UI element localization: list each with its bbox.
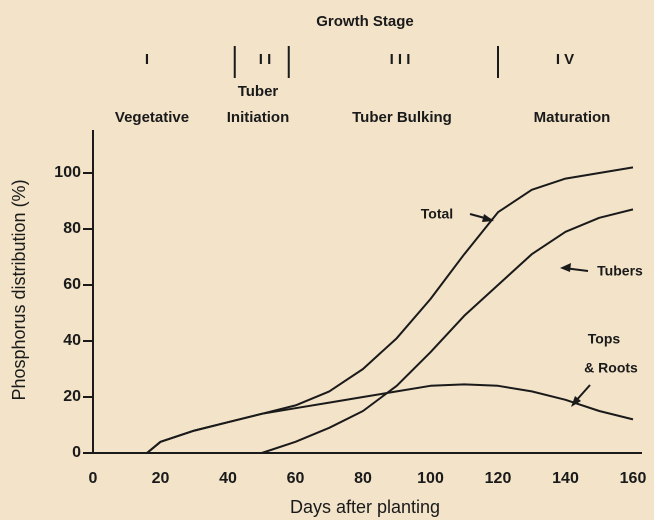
x-tick-label: 120	[485, 470, 512, 487]
x-tick-label: 160	[620, 470, 647, 487]
arrow-head	[482, 214, 494, 222]
stage-name: Tuber Bulking	[352, 109, 452, 126]
y-axis-label: Phosphorus distribution (%)	[9, 179, 29, 400]
annotation: Tops	[588, 331, 621, 347]
x-tick-label: 60	[287, 470, 305, 487]
annotation: & Roots	[584, 360, 638, 376]
stage-numeral: I I I	[390, 51, 411, 68]
stage-numeral: I I	[259, 51, 272, 68]
series-line	[146, 383, 634, 454]
stage-numeral: I V	[556, 51, 574, 68]
annotation: Total	[421, 206, 453, 222]
series-line	[261, 208, 634, 454]
x-tick-label: 140	[552, 470, 579, 487]
x-tick-label: 100	[417, 470, 444, 487]
y-tick-label: 20	[63, 388, 81, 405]
x-tick-label: 40	[219, 470, 237, 487]
y-tick-label: 80	[63, 220, 81, 237]
stage-name: Initiation	[227, 109, 290, 126]
x-axis-label: Days after planting	[290, 497, 440, 517]
y-tick-label: 60	[63, 276, 81, 293]
x-tick-label: 0	[89, 470, 98, 487]
stage-name: Maturation	[534, 109, 611, 126]
series-line	[146, 166, 634, 454]
stage-name: Tuber	[238, 83, 279, 100]
x-tick-label: 20	[152, 470, 170, 487]
y-tick-label: 40	[63, 332, 81, 349]
x-tick-label: 80	[354, 470, 372, 487]
stage-numeral: I	[145, 51, 149, 68]
annotation: Tubers	[597, 263, 643, 279]
arrow-head	[560, 263, 571, 272]
y-tick-label: 100	[54, 164, 81, 181]
arrow-head	[571, 396, 581, 407]
y-tick-label: 0	[72, 444, 81, 461]
stage-name: Vegetative	[115, 109, 189, 126]
stage-title: Growth Stage	[316, 13, 414, 30]
